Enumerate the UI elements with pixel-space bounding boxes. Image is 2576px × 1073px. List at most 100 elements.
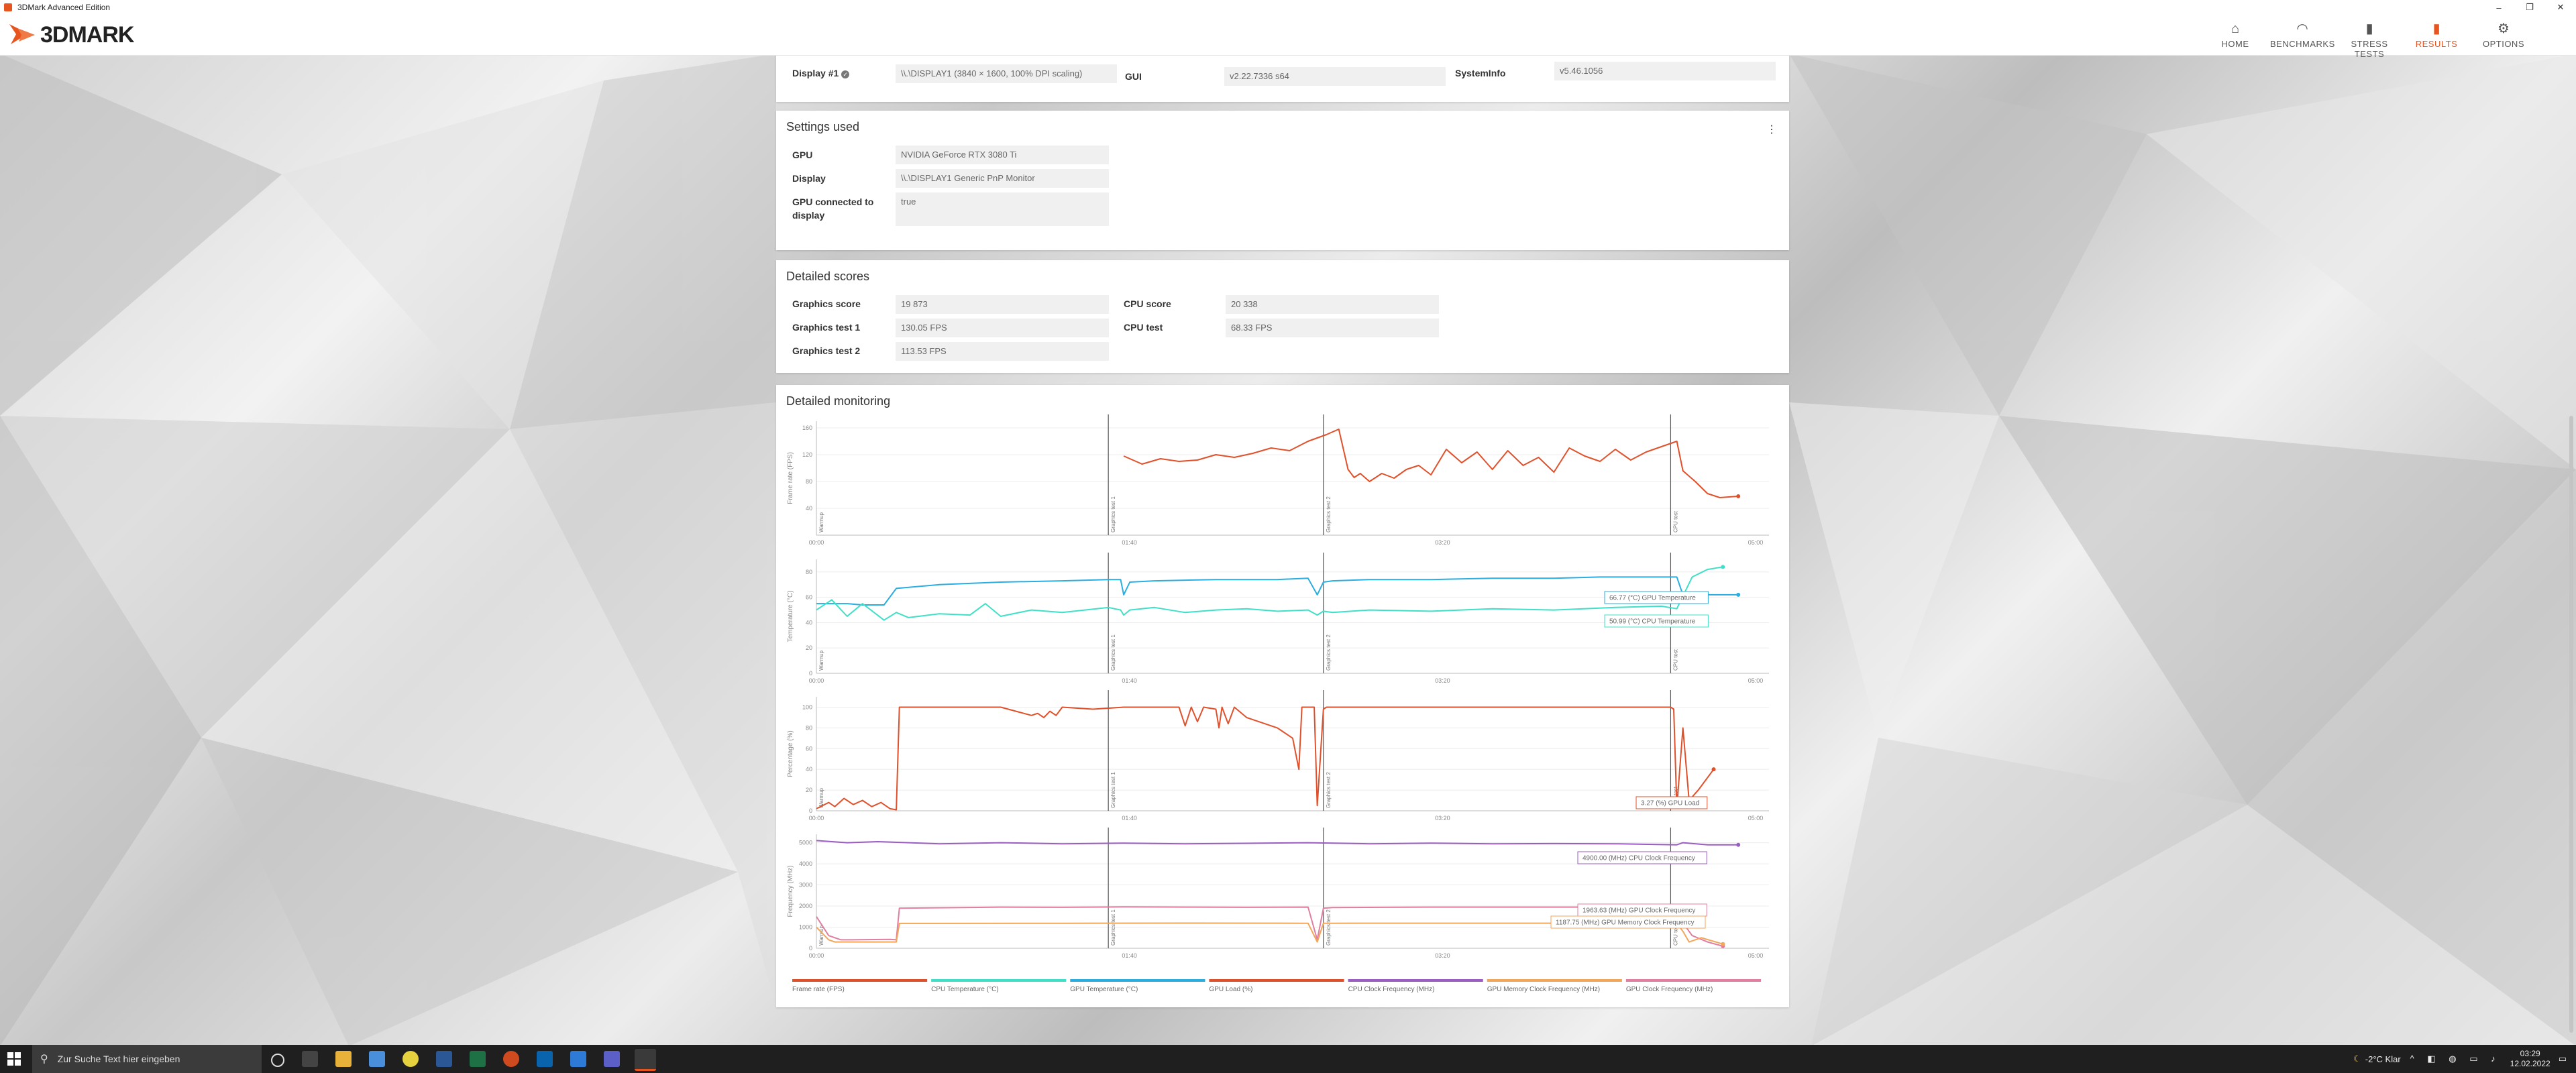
monitoring-charts[interactable]: 40 80 120 160 Frame rate (FPS) 00:00 01:40 03:2… <box>776 385 1789 1007</box>
nav-results[interactable]: ▮ RESULTS <box>2404 19 2469 59</box>
file-explorer-icon[interactable] <box>335 1051 352 1067</box>
tooltip-text: 66.77 (°C) GPU Temperature <box>1609 595 1696 602</box>
y-tick-label: 120 <box>802 451 812 458</box>
y-axis-label: Temperature (°C) <box>787 591 794 642</box>
main-nav: ⌂ HOME ◠ BENCHMARKS ▮ STRESS TESTS ▮ RES… <box>2200 19 2536 59</box>
x-tick-label: 05:00 <box>1748 952 1764 959</box>
gpu-load-tooltip: 3.27 (%) GPU Load <box>1635 796 1708 809</box>
nav-home[interactable]: ⌂ HOME <box>2203 19 2267 59</box>
display-label: Display #1 ✓ <box>792 66 850 80</box>
window-titlebar: 3DMark Advanced Edition – ❐ ✕ <box>0 0 2576 15</box>
cpu-temp-tooltip: 50.99 (°C) CPU Temperature <box>1604 614 1709 628</box>
results-icon: ▮ <box>2432 21 2440 36</box>
test-marker-label: Warmup <box>818 788 824 808</box>
display-value: \\.\DISPLAY1 (3840 × 1600, 100% DPI scal… <box>896 64 1117 83</box>
tooltip-box <box>1604 614 1709 628</box>
legend-swatch <box>1348 979 1483 982</box>
x-tick-label: 01:40 <box>1122 539 1137 546</box>
nav-benchmarks[interactable]: ◠ BENCHMARKS <box>2270 19 2334 59</box>
test-marker-label: Warmup <box>818 925 824 946</box>
x-tick-label: 00:00 <box>809 677 824 684</box>
test-marker-label: CPU test <box>1672 923 1678 946</box>
detailed-scores-title: Detailed scores <box>786 270 870 283</box>
series-end-point <box>1736 494 1741 498</box>
y-tick-label: 20 <box>806 787 812 793</box>
gpu-connected-value: true <box>896 192 1109 226</box>
test-marker-label: Warmup <box>818 651 824 671</box>
clock-time: 03:29 <box>2520 1049 2540 1058</box>
x-tick-label: 05:00 <box>1748 677 1764 684</box>
graphics-score-value: 19 873 <box>896 295 1109 314</box>
search-placeholder: Zur Suche Text hier eingeben <box>57 1054 180 1064</box>
notification-icon[interactable]: ▭ <box>2558 1054 2567 1064</box>
system-info-panel: Display #1 ✓ \\.\DISPLAY1 (3840 × 1600, … <box>776 55 1789 102</box>
y-axis-label: Percentage (%) <box>787 730 794 777</box>
close-button[interactable]: ✕ <box>2557 2 2565 12</box>
x-tick-label: 05:00 <box>1748 539 1764 546</box>
cortana-icon[interactable] <box>271 1054 284 1067</box>
y-tick-label: 0 <box>809 807 812 814</box>
windows-start-icon[interactable] <box>7 1052 21 1066</box>
3dmark-logo-icon <box>9 24 35 44</box>
cpu-score-label: CPU score <box>1124 298 1171 309</box>
x-tick-label: 01:40 <box>1122 677 1137 684</box>
display-setting-value: \\.\DISPLAY1 Generic PnP Monitor <box>896 169 1109 188</box>
app-icon <box>4 3 12 11</box>
series-line <box>816 576 1739 606</box>
x-tick-label: 00:00 <box>809 952 824 959</box>
y-tick-label: 5000 <box>799 840 812 846</box>
legend-swatch <box>1070 979 1205 982</box>
test-marker-label: Graphics test 1 <box>1110 909 1116 946</box>
nav-options[interactable]: ⚙ OPTIONS <box>2471 19 2536 59</box>
weather-text[interactable]: -2°C Klar <box>2365 1054 2401 1064</box>
3dmark-logo[interactable]: 3DMARK <box>8 21 134 48</box>
series-end-point <box>1721 942 1725 946</box>
y-tick-label: 1000 <box>799 924 812 931</box>
tray-icons[interactable]: ^ ◧ ◍ ▭ ♪ <box>2410 1054 2501 1064</box>
task-view-icon[interactable] <box>302 1051 318 1067</box>
word-icon[interactable] <box>436 1051 452 1067</box>
logo-text: 3DMARK <box>40 21 134 48</box>
legend-label: GPU Memory Clock Frequency (MHz) <box>1487 986 1600 993</box>
nav-stress-tests[interactable]: ▮ STRESS TESTS <box>2337 19 2402 59</box>
series-line <box>1123 429 1739 498</box>
clock[interactable]: 03:29 12.02.2022 <box>2510 1049 2551 1069</box>
x-tick-label: 03:20 <box>1435 677 1450 684</box>
x-tick-label: 03:20 <box>1435 815 1450 822</box>
info-icon[interactable]: ✓ <box>841 70 850 78</box>
chart-legend: Frame rate (FPS) CPU Temperature (°C) GPU … <box>792 979 1761 993</box>
graphics-test2-value: 113.53 FPS <box>896 342 1109 361</box>
series-line <box>816 922 1723 945</box>
maximize-button[interactable]: ❐ <box>2526 2 2534 12</box>
weather-icon: ☾ <box>2353 1054 2361 1064</box>
tooltip-box <box>1577 851 1707 864</box>
nav-home-label: HOME <box>2221 39 2249 49</box>
nav-stress-tests-label: STRESS TESTS <box>2351 39 2388 59</box>
clock-date: 12.02.2022 <box>2510 1059 2551 1068</box>
gui-value: v2.22.7336 s64 <box>1224 67 1446 86</box>
gpu-mem-clock-tooltip: 1187.75 (MHz) GPU Memory Clock Frequency <box>1550 915 1706 929</box>
settings-used-title: Settings used <box>786 120 860 133</box>
systeminfo-label: SystemInfo <box>1455 68 1506 78</box>
firefox-icon[interactable] <box>503 1051 519 1067</box>
system-tray: ☾ -2°C Klar ^ ◧ ◍ ▭ ♪ 03:29 12.02.2022 ▭ <box>2353 1045 2567 1073</box>
y-tick-label: 4000 <box>799 860 812 867</box>
y-tick-label: 80 <box>806 478 812 485</box>
more-options-icon[interactable]: ⋮ <box>1766 124 1777 135</box>
outlook-icon[interactable] <box>537 1051 553 1067</box>
minimize-button[interactable]: – <box>2496 2 2502 13</box>
test-marker-label: Graphics test 1 <box>1110 496 1116 532</box>
mail-icon[interactable] <box>570 1051 586 1067</box>
3dmark-taskbar-icon[interactable] <box>635 1049 656 1071</box>
taskbar-search[interactable]: ⚲ Zur Suche Text hier eingeben <box>32 1045 262 1073</box>
store-icon[interactable] <box>369 1051 385 1067</box>
chrome-icon[interactable] <box>402 1051 419 1067</box>
home-icon: ⌂ <box>2231 21 2240 36</box>
excel-icon[interactable] <box>470 1051 486 1067</box>
series-end-point <box>1721 565 1725 569</box>
y-tick-label: 60 <box>806 745 812 752</box>
page-scrollbar[interactable] <box>2569 416 2573 1033</box>
legend-label: Frame rate (FPS) <box>792 986 845 993</box>
teams-icon[interactable] <box>604 1051 620 1067</box>
